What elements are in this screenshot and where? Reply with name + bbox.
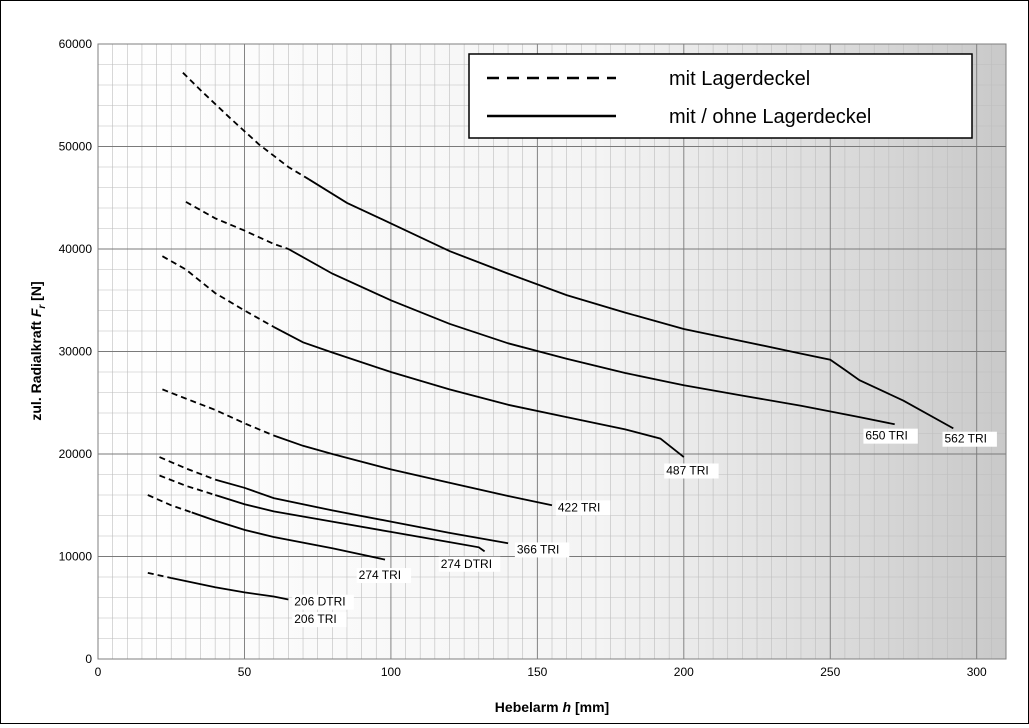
series-label-bg — [863, 428, 918, 444]
series-line-solid — [214, 478, 509, 545]
series-line-solid — [273, 326, 685, 458]
x-tick-label: 250 — [820, 665, 840, 679]
y-axis-label-var: F — [28, 308, 44, 317]
series-label: 274 DTRI — [438, 556, 501, 572]
x-axis-label-unit: [mm] — [571, 699, 609, 715]
series-label: 487 TRI — [664, 463, 719, 479]
y-axis-label-main: zul. Radialkraft — [28, 317, 44, 420]
annotation-layer: 650 TRI 562 TRI 487 TRI 422 TRI 366 TRI 274 D… — [292, 428, 997, 628]
series-label-text: 562 TRI — [944, 432, 986, 446]
x-tick-label: 200 — [674, 665, 694, 679]
series-label-text: 422 TRI — [558, 500, 600, 514]
series-366-tri — [159, 456, 509, 545]
y-axis-label: zul. Radialkraft Fr [N] — [28, 281, 48, 420]
series-422-tri — [162, 388, 553, 507]
series-label-bg — [292, 612, 347, 628]
series-label-text: 650 TRI — [865, 429, 907, 443]
series-line-solid — [308, 178, 954, 430]
series-line-solid — [273, 434, 553, 507]
x-tick-label: 0 — [95, 665, 102, 679]
series-562-tri — [182, 72, 954, 430]
series-label: 274 TRI — [356, 568, 412, 584]
series-label: 562 TRI — [942, 431, 997, 447]
legend-label-dashed: mit Lagerdeckel — [669, 68, 810, 90]
series-label: 206 DTRI — [292, 594, 354, 610]
series-line-solid — [287, 248, 895, 426]
series-487-tri — [161, 255, 685, 458]
y-tick-label: 50000 — [59, 140, 93, 154]
series-label-bg — [942, 431, 997, 447]
series-274-dtri — [159, 474, 486, 553]
series-label-text: 206 TRI — [294, 612, 336, 626]
x-tick-label: 50 — [238, 665, 252, 679]
x-tick-label: 100 — [381, 665, 401, 679]
series-label-bg — [356, 568, 412, 584]
series-label-bg — [292, 594, 354, 610]
series-650-tri — [185, 201, 895, 426]
y-axis-label-sub: r — [37, 304, 48, 309]
y-tick-label: 0 — [85, 652, 92, 666]
series-line-dashed — [185, 201, 289, 250]
series-label: 206 TRI — [292, 612, 347, 628]
series-label-text: 274 DTRI — [441, 557, 492, 571]
x-tick-label: 150 — [527, 665, 547, 679]
y-axis-label-unit: [N] — [28, 281, 44, 304]
series-line-dashed — [161, 255, 275, 328]
series-label-bg — [514, 542, 570, 558]
y-tick-label: 20000 — [59, 447, 93, 461]
series-line-dashed — [182, 72, 310, 181]
x-tick-label: 300 — [967, 665, 987, 679]
series-label-text: 487 TRI — [666, 464, 708, 478]
series-label-text: 206 DTRI — [294, 595, 345, 609]
plot-border — [97, 43, 1007, 660]
series-label-bg — [438, 556, 501, 572]
y-tick-label: 30000 — [59, 345, 93, 359]
series-line-dashed — [147, 494, 192, 514]
series-label-bg — [664, 463, 719, 479]
series-label: 650 TRI — [863, 428, 918, 444]
series-label: 422 TRI — [555, 500, 611, 516]
series-layer — [147, 72, 954, 601]
y-axis-ticks: 0 10000 20000 30000 40000 50000 60000 — [59, 37, 93, 666]
series-label-text: 274 TRI — [359, 568, 401, 582]
x-axis-label: Hebelarm h [mm] — [495, 699, 609, 715]
series-206-dtri — [147, 572, 289, 601]
y-tick-label: 10000 — [59, 550, 93, 564]
x-axis-label-var: h — [563, 699, 572, 715]
x-axis-label-main: Hebelarm — [495, 699, 563, 715]
series-label: 366 TRI — [514, 542, 570, 558]
series-274-tri — [147, 494, 386, 561]
series-line-solid — [214, 494, 486, 553]
legend-label-solid: mit / ohne Lagerdeckel — [669, 106, 871, 128]
series-line-solid — [191, 511, 386, 561]
series-line-dashed — [147, 572, 172, 579]
series-line-solid — [171, 577, 289, 601]
series-label-bg — [555, 500, 611, 516]
legend: mit Lagerdeckel mit / ohne Lagerdeckel — [468, 53, 973, 139]
legend-box — [468, 53, 973, 139]
series-label-text: 366 TRI — [517, 542, 559, 556]
x-axis-ticks: 0 50 100 150 200 250 300 — [95, 665, 987, 679]
y-tick-label: 60000 — [59, 37, 93, 51]
y-tick-label: 40000 — [59, 242, 93, 256]
